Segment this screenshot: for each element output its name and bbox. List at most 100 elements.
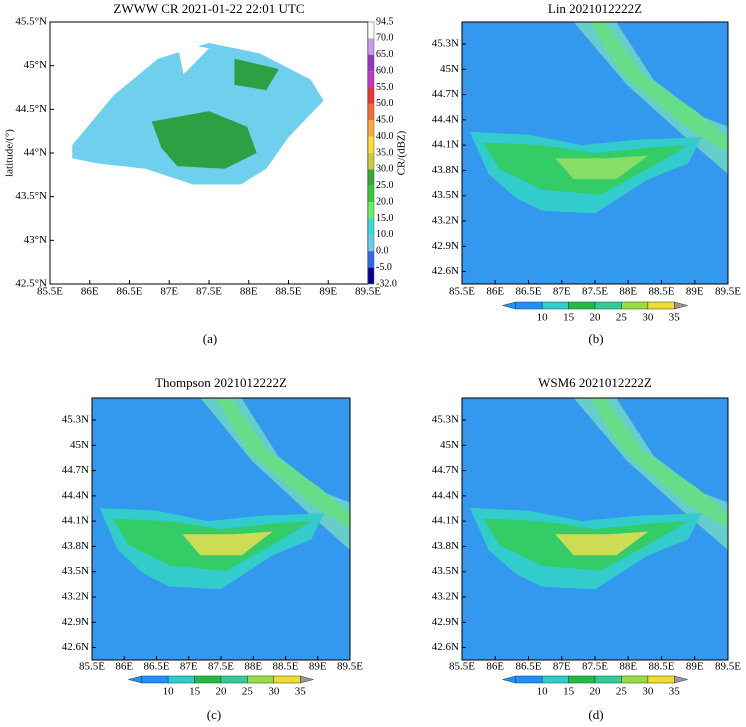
y-tick-label: 42.5°N: [15, 278, 47, 290]
colorbar-segment: [220, 675, 248, 684]
colorbar-label: 35: [295, 686, 307, 698]
colorbar-label: 40.0: [376, 131, 394, 142]
colorbar-end: [501, 675, 516, 684]
y-tick-label: 43.2N: [62, 591, 89, 603]
colorbar-label: 45.0: [376, 115, 394, 126]
x-tick-label: 85.5E: [449, 286, 475, 298]
x-tick-label: 87.5E: [582, 661, 608, 673]
colorbar-segment: [273, 675, 301, 684]
colorbar-title: CR/(dBZ): [396, 130, 408, 175]
colorbar-label: 25: [616, 686, 628, 698]
y-tick-label: 45°N: [24, 59, 47, 71]
x-tick-label: 88.5E: [276, 286, 302, 298]
x-tick-label: 85.5E: [449, 661, 475, 673]
x-tick-label: 86E: [486, 286, 504, 298]
x-tick-label: 87E: [160, 286, 178, 298]
colorbar-label: 20: [590, 686, 602, 698]
colorbar-segment: [368, 218, 374, 235]
y-tick-label: 45.3N: [432, 38, 459, 50]
x-tick-label: 89.5E: [337, 661, 363, 673]
y-tick-label: 44.4N: [432, 113, 459, 125]
colorbar-segment: [368, 136, 374, 153]
colorbar-label: -5.0: [376, 262, 392, 273]
y-tick-label: 42.6N: [432, 641, 459, 653]
colorbar-end: [674, 301, 689, 310]
y-tick-label: 45N: [440, 63, 459, 75]
colorbar-label: 30: [642, 686, 654, 698]
colorbar-segment: [594, 301, 622, 310]
x-tick-label: 88E: [619, 661, 637, 673]
y-tick-label: 43.8N: [432, 540, 459, 552]
colorbar-segment: [568, 675, 596, 684]
x-tick-label: 89E: [686, 661, 704, 673]
x-tick-label: 87E: [553, 286, 571, 298]
colorbar-segment: [368, 169, 374, 186]
y-tick-label: 43.2N: [432, 591, 459, 603]
y-tick-label: 44.1N: [432, 139, 459, 151]
y-tick-label: 42.9N: [62, 616, 89, 628]
y-tick-label: 43.5N: [432, 189, 459, 201]
colorbar-label: 25: [242, 686, 254, 698]
y-tick-label: 42.9N: [432, 616, 459, 628]
x-tick-label: 86.5E: [144, 661, 170, 673]
colorbar-label: 25: [616, 312, 628, 324]
panel-title: Lin 2021012222Z: [548, 1, 642, 16]
x-tick-label: 89.5E: [715, 286, 741, 298]
colorbar-label: 55.0: [376, 82, 394, 93]
model-field: [589, 22, 728, 153]
y-tick-label: 43.8N: [432, 164, 459, 176]
x-tick-label: 86E: [486, 661, 504, 673]
x-tick-label: 86E: [81, 286, 99, 298]
x-tick-label: 88E: [240, 286, 258, 298]
colorbar-label: 10.0: [376, 229, 394, 240]
y-tick-label: 44.7N: [432, 464, 459, 476]
x-tick-label: 88.5E: [273, 661, 299, 673]
y-tick-label: 43.5N: [62, 565, 89, 577]
colorbar-segment: [368, 22, 374, 39]
colorbar-segment: [194, 675, 222, 684]
colorbar-label: 10: [163, 686, 175, 698]
colorbar-segment: [541, 675, 569, 684]
colorbar-segment: [368, 267, 374, 284]
colorbar-segment: [368, 202, 374, 219]
colorbar-segment: [368, 38, 374, 55]
radar-echo: [151, 111, 257, 169]
panel-caption: (c): [207, 707, 221, 722]
colorbar-label: 25.0: [376, 180, 394, 191]
colorbar-label: 15: [563, 312, 575, 324]
model-field: [555, 155, 649, 180]
colorbar-segment: [368, 234, 374, 252]
colorbar-segment: [515, 675, 543, 684]
colorbar-label: 70.0: [376, 33, 394, 44]
colorbar-segment: [541, 301, 569, 310]
radar-echo: [234, 58, 279, 91]
colorbar-segment: [368, 103, 374, 121]
colorbar-label: 30.0: [376, 164, 394, 175]
y-tick-label: 42.6N: [432, 265, 459, 277]
radar-gap: [177, 42, 209, 75]
colorbar-label: 20.0: [376, 196, 394, 207]
model-field: [215, 398, 350, 529]
colorbar-label: 60.0: [376, 65, 394, 76]
colorbar-end: [501, 301, 516, 310]
y-tick-label: 44.4N: [432, 489, 459, 501]
colorbar-label: 50.0: [376, 98, 394, 109]
x-tick-label: 87.5E: [196, 286, 222, 298]
y-tick-label: 43°N: [24, 234, 47, 246]
colorbar-label: 15: [189, 686, 201, 698]
colorbar-label: 15.0: [376, 213, 394, 224]
y-tick-label: 44.1N: [62, 515, 89, 527]
colorbar-label: 35.0: [376, 147, 394, 158]
panel-caption: (d): [588, 707, 603, 722]
y-tick-label: 45N: [440, 439, 459, 451]
x-tick-label: 88.5E: [649, 286, 675, 298]
colorbar-label: -32.0: [376, 278, 397, 289]
x-tick-label: 86E: [115, 661, 133, 673]
y-tick-label: 43.5N: [432, 565, 459, 577]
colorbar-segment: [368, 54, 374, 72]
y-tick-label: 43.8N: [62, 540, 89, 552]
colorbar-segment: [594, 675, 622, 684]
colorbar-label: 10: [537, 312, 549, 324]
x-tick-label: 86.5E: [516, 661, 542, 673]
